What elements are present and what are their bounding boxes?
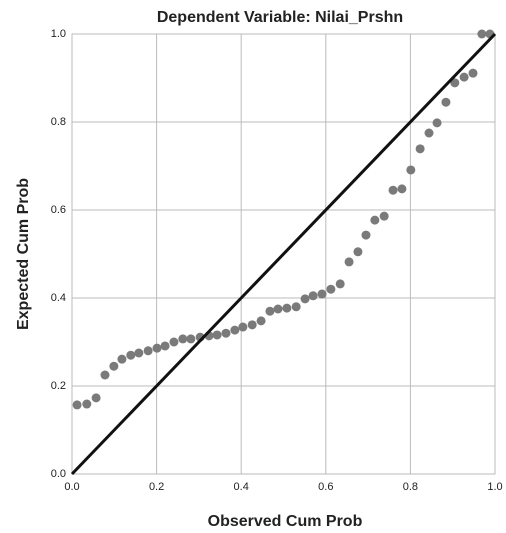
y-tick-label: 0.6 <box>51 204 66 216</box>
x-tick-label: 0.6 <box>318 481 333 493</box>
point <box>100 370 110 380</box>
point <box>468 68 478 78</box>
point <box>308 291 318 301</box>
point <box>432 118 442 128</box>
point <box>415 144 425 154</box>
point <box>388 185 398 195</box>
point <box>335 279 345 289</box>
point <box>238 322 248 332</box>
point <box>117 354 127 364</box>
point <box>72 400 82 410</box>
y-tick-label: 0.0 <box>51 468 66 480</box>
point <box>424 128 434 138</box>
y-tick-label: 0.4 <box>51 292 66 304</box>
point <box>143 346 153 356</box>
point <box>459 72 469 82</box>
point <box>273 304 283 314</box>
point <box>109 361 119 371</box>
point <box>126 350 136 360</box>
x-tick-label: 1.0 <box>487 481 502 493</box>
point <box>186 334 196 344</box>
point <box>152 343 162 353</box>
point <box>361 230 371 240</box>
point <box>300 294 310 304</box>
point <box>406 165 416 175</box>
x-tick-label: 0.8 <box>403 481 418 493</box>
x-tick-label: 0.0 <box>64 481 79 493</box>
point <box>82 399 92 409</box>
point <box>169 337 179 347</box>
y-axis-title: Expected Cum Prob <box>15 178 32 330</box>
point <box>134 348 144 358</box>
point <box>221 328 231 338</box>
chart-title: Dependent Variable: Nilai_Prshn <box>157 9 403 26</box>
y-tick-label: 0.8 <box>51 116 66 128</box>
point <box>344 257 354 267</box>
reference-line <box>70 32 497 476</box>
x-tick-label: 0.4 <box>234 481 249 493</box>
point <box>397 184 407 194</box>
point <box>282 303 292 313</box>
point <box>230 325 240 335</box>
point <box>317 289 327 299</box>
point <box>212 330 222 340</box>
x-axis-title: Observed Cum Prob <box>208 513 363 530</box>
point <box>326 284 336 294</box>
point <box>265 306 275 316</box>
point <box>247 320 257 330</box>
point <box>450 78 460 88</box>
y-tick-label: 0.2 <box>51 380 66 392</box>
point <box>256 316 266 326</box>
point <box>441 97 451 107</box>
point <box>91 393 101 403</box>
point <box>160 341 170 351</box>
point <box>178 334 188 344</box>
point <box>353 247 363 257</box>
point <box>370 215 380 225</box>
point <box>477 29 487 39</box>
x-tick-label: 0.2 <box>149 481 164 493</box>
point <box>291 302 301 312</box>
point <box>379 211 389 221</box>
y-tick-label: 1.0 <box>51 28 66 40</box>
